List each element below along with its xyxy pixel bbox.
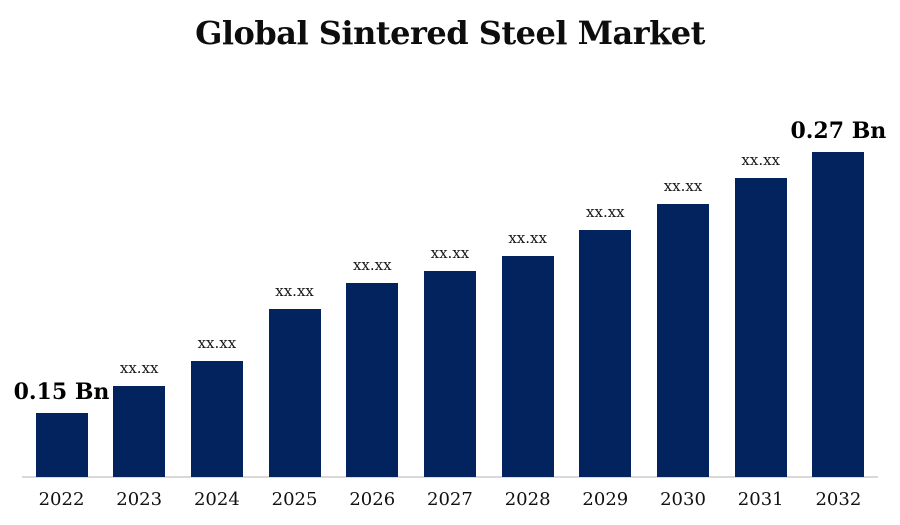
x-axis-label-2028: 2028 [504, 489, 551, 510]
x-axis-label-2026: 2026 [349, 489, 396, 510]
x-axis-label-2032: 2032 [815, 489, 862, 510]
bar-2030 [657, 204, 710, 477]
bar-value-label-2027: xx.xx [430, 244, 470, 262]
x-axis-label-2022: 2022 [38, 489, 85, 510]
bar-value-label-2031: xx.xx [741, 151, 781, 169]
bar-2032 [812, 152, 865, 477]
bar-2031 [734, 178, 787, 477]
bar-value-label-2025: xx.xx [275, 282, 314, 300]
x-axis-label-2024: 2024 [193, 489, 240, 510]
bar-2024 [190, 361, 243, 477]
bar-2029 [579, 230, 632, 477]
bar-value-label-2023: xx.xx [119, 359, 159, 377]
bar-value-label-2022: 0.15 Bn [13, 379, 110, 405]
bar-2022 [35, 413, 88, 477]
x-axis-label-2027: 2027 [427, 489, 473, 510]
bar-value-label-2026: xx.xx [352, 256, 392, 274]
bar-2026 [346, 283, 399, 477]
bar-value-label-2029: xx.xx [586, 203, 625, 221]
x-axis-label-2023: 2023 [116, 489, 163, 510]
x-axis-label-2031: 2031 [737, 489, 784, 510]
chart-title: Global Sintered Steel Market [195, 14, 705, 52]
bar-2023 [113, 386, 166, 477]
x-axis-line [22, 476, 878, 478]
bar-value-label-2028: xx.xx [508, 229, 547, 247]
bar-value-label-2024: xx.xx [197, 334, 237, 352]
bar-2025 [268, 309, 321, 477]
bar-2027 [423, 271, 476, 477]
bar-value-label-2030: xx.xx [663, 177, 703, 195]
x-axis-label-2030: 2030 [660, 489, 706, 510]
bar-2028 [501, 256, 554, 477]
x-axis-label-2029: 2029 [582, 489, 629, 510]
x-axis-label-2025: 2025 [271, 489, 318, 510]
bar-value-label-2032: 0.27 Bn [790, 118, 887, 144]
